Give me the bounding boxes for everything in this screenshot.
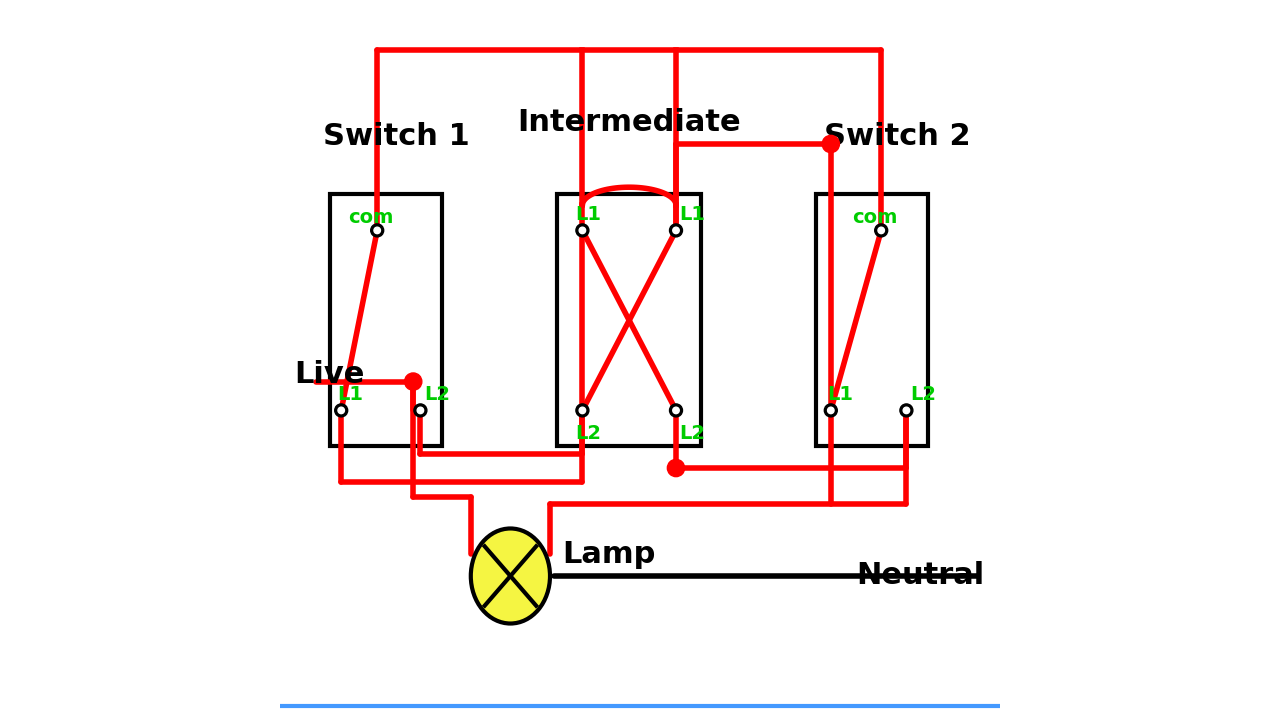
Text: L2: L2: [575, 424, 602, 444]
Text: com: com: [852, 208, 897, 228]
Circle shape: [417, 408, 424, 413]
Text: L2: L2: [424, 384, 451, 404]
Circle shape: [413, 404, 428, 417]
Circle shape: [828, 408, 835, 413]
Circle shape: [904, 408, 910, 413]
Circle shape: [878, 228, 884, 234]
Circle shape: [338, 408, 344, 413]
Circle shape: [579, 228, 586, 234]
Circle shape: [667, 459, 685, 477]
Circle shape: [673, 228, 680, 234]
Circle shape: [335, 404, 348, 417]
Text: Switch 2: Switch 2: [823, 122, 970, 151]
Circle shape: [822, 135, 840, 153]
Text: Lamp: Lamp: [562, 540, 655, 569]
Text: L2: L2: [680, 424, 705, 444]
Circle shape: [900, 404, 913, 417]
Circle shape: [669, 404, 682, 417]
Circle shape: [874, 224, 888, 237]
Circle shape: [673, 408, 680, 413]
Circle shape: [669, 224, 682, 237]
FancyBboxPatch shape: [557, 194, 701, 446]
Text: L1: L1: [827, 384, 854, 404]
Circle shape: [404, 373, 422, 390]
Circle shape: [576, 224, 589, 237]
Text: Live: Live: [294, 360, 365, 389]
FancyBboxPatch shape: [330, 194, 442, 446]
Text: Switch 1: Switch 1: [324, 122, 470, 151]
Circle shape: [408, 377, 417, 386]
Text: Intermediate: Intermediate: [517, 108, 741, 137]
Text: L1: L1: [338, 384, 364, 404]
Circle shape: [374, 228, 380, 234]
Circle shape: [579, 408, 586, 413]
Text: com: com: [348, 208, 394, 228]
Circle shape: [576, 404, 589, 417]
Text: L1: L1: [680, 204, 705, 224]
Circle shape: [371, 224, 384, 237]
FancyBboxPatch shape: [817, 194, 928, 446]
Text: L1: L1: [575, 204, 602, 224]
Text: Neutral: Neutral: [856, 562, 984, 590]
Circle shape: [827, 140, 835, 148]
Ellipse shape: [471, 528, 550, 624]
Circle shape: [824, 404, 837, 417]
Circle shape: [672, 464, 681, 472]
Text: L2: L2: [910, 384, 936, 404]
